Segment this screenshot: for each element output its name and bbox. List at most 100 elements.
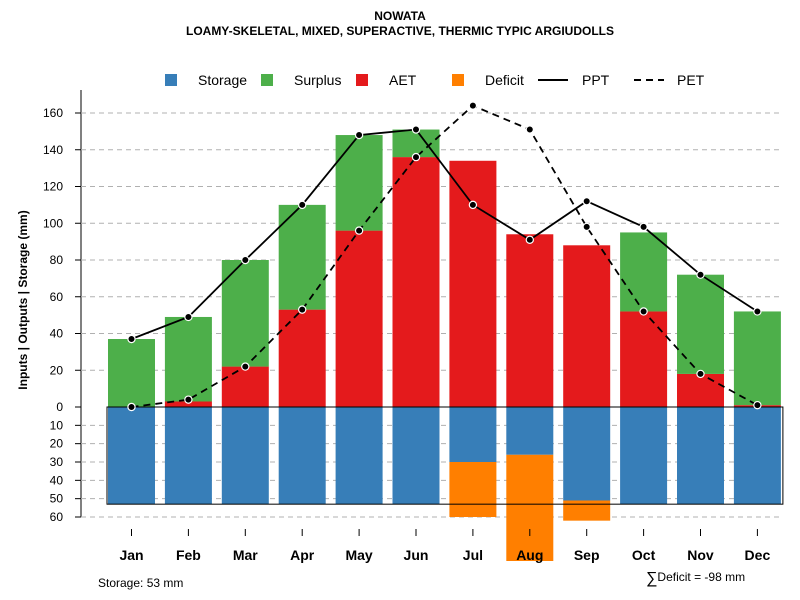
y-tick-label: 40 — [50, 473, 64, 487]
legend-deficit-label: Deficit — [485, 72, 524, 88]
aet-bar — [677, 373, 724, 407]
y-tick-label: 80 — [50, 253, 64, 267]
ppt-line-point — [639, 222, 648, 232]
storage-bar — [278, 407, 326, 505]
aet-bar — [221, 366, 269, 407]
surplus-bar — [278, 204, 326, 310]
x-tick-label-jul: Jul — [463, 547, 483, 563]
surplus-bar — [733, 311, 781, 406]
storage-note: Storage: 53 mm — [98, 576, 184, 590]
ppt-line-point — [696, 270, 705, 279]
deficit-bar — [506, 454, 554, 561]
storage-bar — [164, 407, 212, 505]
ppt-line-point — [525, 235, 535, 244]
storage-bar — [677, 407, 724, 505]
y-tick-label: 160 — [43, 106, 63, 120]
aet-bar — [392, 157, 440, 407]
y-tick-label: 40 — [50, 327, 64, 341]
storage-bar — [506, 407, 554, 455]
legend-surplus-label: Surplus — [294, 72, 341, 88]
pet-line-point — [696, 369, 705, 379]
x-tick-label-apr: Apr — [290, 547, 315, 563]
deficit-bar — [449, 462, 497, 517]
legend-aet-label: AET — [389, 72, 417, 88]
aet-bar — [164, 401, 212, 407]
pet-line-point — [127, 402, 136, 412]
ppt-line-point — [354, 130, 364, 140]
legend-ppt-label: PPT — [582, 72, 610, 88]
surplus-bar — [620, 232, 668, 312]
chart-title: NOWATA — [374, 9, 426, 23]
y-tick-label: 30 — [50, 455, 64, 469]
x-tick-label-nov: Nov — [687, 547, 714, 563]
y-tick-label: 100 — [43, 216, 63, 230]
storage-bar — [108, 407, 155, 505]
x-tick-label-oct: Oct — [632, 547, 656, 563]
aet-bar — [620, 311, 668, 407]
legend-deficit-swatch — [452, 74, 464, 86]
x-tick-label-jun: Jun — [404, 547, 429, 563]
y-axis-label: Inputs | Outputs | Storage (mm) — [16, 210, 30, 389]
storage-bar — [335, 407, 383, 505]
ppt-line-point — [241, 255, 250, 265]
pet-line-point — [525, 125, 535, 134]
pet-line-point — [753, 400, 762, 410]
pet-line-point — [184, 395, 193, 404]
y-tick-label: 140 — [43, 143, 63, 157]
pet-line-point — [639, 307, 648, 316]
pet-line-point — [468, 101, 478, 110]
storage-bar — [392, 407, 440, 505]
x-tick-label-aug: Aug — [516, 547, 543, 563]
x-tick-label-sep: Sep — [574, 547, 600, 563]
y-tick-label: 60 — [50, 290, 64, 304]
x-tick-label-dec: Dec — [745, 547, 771, 563]
surplus-bar — [108, 339, 155, 407]
ppt-line-point — [127, 334, 136, 344]
y-tick-label: 120 — [43, 180, 63, 194]
deficit-text: Deficit = -98 mm — [657, 570, 746, 584]
legend-aet-swatch — [356, 74, 368, 86]
ppt-line — [131, 128, 758, 340]
x-tick-label-mar: Mar — [233, 547, 258, 563]
legend-pet-label: PET — [677, 72, 705, 88]
y-tick-label: 20 — [50, 363, 64, 377]
deficit-note: ∑Deficit = -98 mm — [646, 570, 745, 588]
y-tick-label: 20 — [50, 437, 64, 451]
pet-line-point — [354, 226, 364, 235]
surplus-bar — [221, 260, 269, 367]
aet-bar — [449, 160, 497, 407]
surplus-bar — [335, 135, 383, 231]
ppt-line-point — [468, 200, 478, 210]
x-tick-label-feb: Feb — [176, 547, 201, 563]
storage-bar — [221, 407, 269, 505]
legend-storage-swatch — [165, 74, 177, 86]
deficit-bar — [563, 500, 611, 521]
pet-line-point — [241, 362, 250, 371]
pet-line — [131, 104, 758, 408]
ppt-line-point — [582, 196, 591, 206]
storage-bar — [620, 407, 668, 505]
aet-bar — [506, 234, 554, 407]
y-tick-label: 0 — [56, 400, 63, 414]
storage-bar — [563, 407, 611, 501]
ppt-line-point — [753, 307, 762, 316]
storage-bar — [449, 407, 497, 462]
pet-line-point — [582, 222, 591, 232]
aet-bar — [278, 309, 326, 407]
pet-line-point — [298, 305, 307, 314]
y-tick-label: 60 — [50, 510, 64, 524]
legend-storage-label: Storage — [198, 72, 247, 88]
x-tick-label-jan: Jan — [119, 547, 143, 563]
storage-capacity-box — [106, 406, 784, 505]
sigma-icon: ∑ — [646, 570, 658, 587]
x-tick-label-may: May — [345, 547, 372, 563]
ppt-line-point — [298, 200, 307, 210]
surplus-bar — [677, 274, 724, 374]
surplus-bar — [164, 316, 212, 402]
y-tick-label: 50 — [50, 492, 64, 506]
ppt-line-point — [411, 125, 421, 134]
pet-line-point — [411, 152, 421, 162]
ppt-line-point — [184, 312, 193, 322]
chart-subtitle: LOAMY-SKELETAL, MIXED, SUPERACTIVE, THER… — [185, 24, 614, 38]
